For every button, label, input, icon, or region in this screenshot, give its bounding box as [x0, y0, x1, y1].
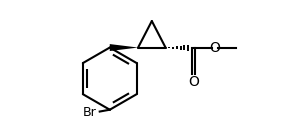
Text: O: O [188, 75, 199, 89]
Polygon shape [110, 44, 138, 51]
Text: Br: Br [83, 106, 97, 119]
Text: O: O [209, 41, 220, 55]
